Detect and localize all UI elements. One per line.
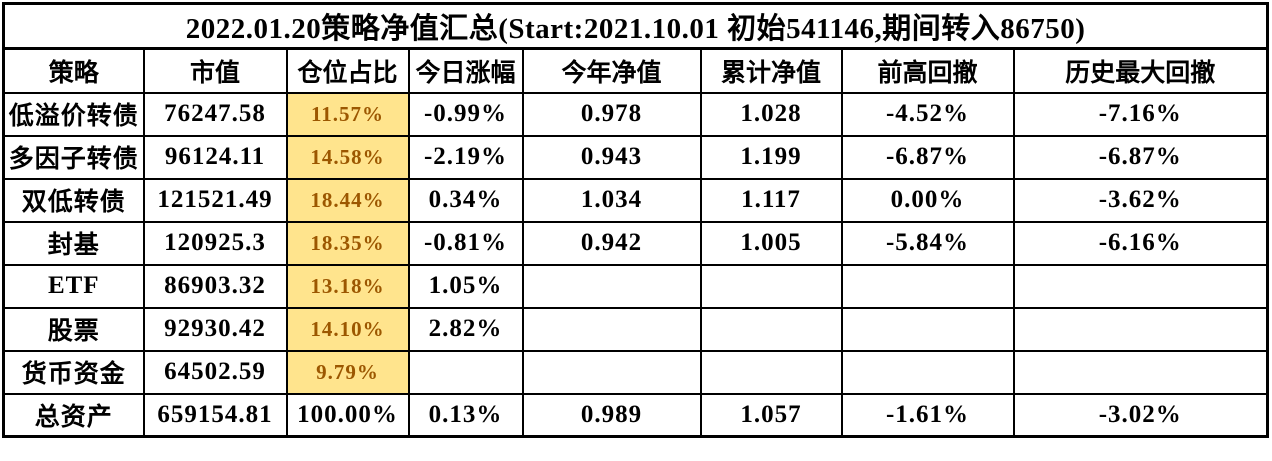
drawdown-from-high-cell: -4.52% [840,91,1015,137]
col-header-max-drawdown: 历史最大回撤 [1012,47,1269,94]
table-row: 货币资金 64502.59 9.79% [2,349,1269,395]
drawdown-from-high-cell [840,263,1015,309]
col-header-cumulative-nav: 累计净值 [699,47,843,94]
today-change-cell: -0.81% [407,220,524,266]
cumulative-nav-cell: 1.199 [699,134,843,180]
header-row: 策略 市值 仓位占比 今日涨幅 今年净值 累计净值 前高回撤 历史最大回撤 [2,47,1269,94]
max-drawdown-cell [1012,263,1269,309]
position-pct-cell: 14.10% [285,306,410,352]
max-drawdown-cell: -6.87% [1012,134,1269,180]
today-change-cell: -2.19% [407,134,524,180]
strategy-cell: 多因子转债 [2,134,145,180]
col-header-ytd-nav: 今年净值 [521,47,702,94]
ytd-nav-cell: 0.942 [521,220,702,266]
position-pct-cell: 18.44% [285,177,410,223]
strategy-cell: 总资产 [2,392,145,438]
col-header-today-change: 今日涨幅 [407,47,524,94]
drawdown-from-high-cell: 0.00% [840,177,1015,223]
drawdown-from-high-cell [840,349,1015,395]
ytd-nav-cell: 0.989 [521,392,702,438]
col-header-drawdown-from-high: 前高回撤 [840,47,1015,94]
market-value-cell: 121521.49 [142,177,288,223]
position-pct-cell: 100.00% [285,392,410,438]
market-value-cell: 64502.59 [142,349,288,395]
cumulative-nav-cell: 1.057 [699,392,843,438]
cumulative-nav-cell [699,306,843,352]
market-value-cell: 659154.81 [142,392,288,438]
table-row: 多因子转债 96124.11 14.58% -2.19% 0.943 1.199… [2,134,1269,180]
today-change-cell [407,349,524,395]
strategy-cell: 股票 [2,306,145,352]
max-drawdown-cell: -3.02% [1012,392,1269,438]
table-row: 封基 120925.3 18.35% -0.81% 0.942 1.005 -5… [2,220,1269,266]
today-change-cell: 0.13% [407,392,524,438]
position-pct-cell: 13.18% [285,263,410,309]
title-row: 2022.01.20策略净值汇总(Start:2021.10.01 初始5411… [2,2,1269,50]
market-value-cell: 92930.42 [142,306,288,352]
cumulative-nav-cell: 1.117 [699,177,843,223]
table-row-total: 总资产 659154.81 100.00% 0.13% 0.989 1.057 … [2,392,1269,438]
today-change-cell: 2.82% [407,306,524,352]
table-row: 低溢价转债 76247.58 11.57% -0.99% 0.978 1.028… [2,91,1269,137]
position-pct-cell: 14.58% [285,134,410,180]
market-value-cell: 76247.58 [142,91,288,137]
ytd-nav-cell: 0.978 [521,91,702,137]
strategy-cell: 封基 [2,220,145,266]
position-pct-cell: 11.57% [285,91,410,137]
cumulative-nav-cell [699,263,843,309]
table-row: 双低转债 121521.49 18.44% 0.34% 1.034 1.117 … [2,177,1269,223]
today-change-cell: -0.99% [407,91,524,137]
market-value-cell: 120925.3 [142,220,288,266]
col-header-market-value: 市值 [142,47,288,94]
cumulative-nav-cell: 1.005 [699,220,843,266]
today-change-cell: 0.34% [407,177,524,223]
strategy-cell: ETF [2,263,145,309]
max-drawdown-cell: -3.62% [1012,177,1269,223]
max-drawdown-cell: -7.16% [1012,91,1269,137]
ytd-nav-cell [521,263,702,309]
position-pct-cell: 18.35% [285,220,410,266]
table-row: 股票 92930.42 14.10% 2.82% [2,306,1269,352]
ytd-nav-cell [521,349,702,395]
strategy-cell: 低溢价转债 [2,91,145,137]
strategy-nav-summary-table: 2022.01.20策略净值汇总(Start:2021.10.01 初始5411… [2,2,1270,438]
ytd-nav-cell: 0.943 [521,134,702,180]
col-header-strategy: 策略 [2,47,145,94]
position-pct-cell: 9.79% [285,349,410,395]
strategy-cell: 货币资金 [2,349,145,395]
drawdown-from-high-cell [840,306,1015,352]
drawdown-from-high-cell: -5.84% [840,220,1015,266]
table-row: ETF 86903.32 13.18% 1.05% [2,263,1269,309]
max-drawdown-cell: -6.16% [1012,220,1269,266]
today-change-cell: 1.05% [407,263,524,309]
ytd-nav-cell: 1.034 [521,177,702,223]
ytd-nav-cell [521,306,702,352]
max-drawdown-cell [1012,349,1269,395]
cumulative-nav-cell [699,349,843,395]
strategy-cell: 双低转债 [2,177,145,223]
page-title: 2022.01.20策略净值汇总(Start:2021.10.01 初始5411… [2,2,1269,50]
drawdown-from-high-cell: -1.61% [840,392,1015,438]
market-value-cell: 86903.32 [142,263,288,309]
col-header-position-pct: 仓位占比 [285,47,410,94]
market-value-cell: 96124.11 [142,134,288,180]
max-drawdown-cell [1012,306,1269,352]
drawdown-from-high-cell: -6.87% [840,134,1015,180]
cumulative-nav-cell: 1.028 [699,91,843,137]
